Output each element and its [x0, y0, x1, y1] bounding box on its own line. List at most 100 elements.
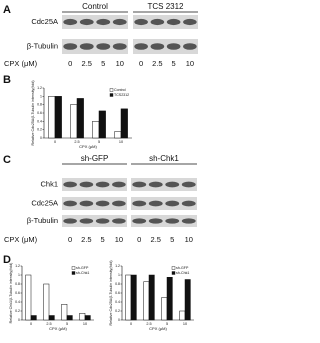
dose-value: 10: [116, 59, 124, 68]
dose-value: 2.5: [152, 59, 162, 68]
blot-band: [112, 43, 127, 50]
y-tick-label: 0.2: [37, 128, 42, 132]
y-axis-label: Relative Chk1/β-Tubulin intensity(fold): [9, 263, 13, 324]
dose-value: 5: [101, 59, 105, 68]
blot-band: [166, 18, 181, 26]
legend-swatch: [71, 266, 76, 270]
blot-band: [112, 18, 127, 26]
blot-band: [148, 218, 163, 224]
panel-label: A: [3, 4, 11, 16]
blot-band: [79, 43, 94, 50]
bar: [114, 131, 122, 139]
x-tick-label: 2.5: [74, 140, 79, 144]
panel-label: B: [3, 74, 11, 86]
y-tick-label: 1.2: [15, 264, 20, 268]
bar: [143, 281, 150, 321]
y-tick-label: 0.4: [37, 119, 42, 123]
blot-band: [63, 200, 77, 207]
bar: [61, 304, 68, 321]
blot-band: [112, 181, 126, 188]
group-header: Control: [82, 2, 108, 11]
blot-band: [181, 200, 196, 207]
blot-strip: [133, 39, 198, 54]
x-tick-label: 2.5: [146, 322, 151, 326]
bar: [66, 315, 73, 321]
blot-band: [148, 181, 163, 188]
bar: [179, 310, 186, 321]
row-label: Chk1: [40, 179, 58, 188]
blot-strip: [62, 15, 128, 29]
blot-strip: [131, 197, 197, 210]
blot-band: [63, 218, 77, 224]
bar: [161, 297, 168, 321]
dose-value: 5: [101, 235, 105, 244]
dose-value: 0: [68, 235, 72, 244]
bar: [30, 315, 37, 321]
x-tick-label: 10: [183, 322, 187, 326]
bar: [48, 96, 56, 139]
bar: [70, 104, 78, 139]
blot-band: [96, 18, 111, 26]
bar: [120, 108, 128, 139]
bar: [25, 274, 32, 321]
x-tick-label: 5: [98, 140, 100, 144]
blot-band: [112, 200, 126, 207]
bar: [166, 277, 173, 321]
blot-band: [63, 181, 77, 188]
group-header: TCS 2312: [147, 2, 184, 11]
blot-strip: [133, 15, 198, 29]
blot-strip: [131, 178, 197, 191]
bar: [79, 313, 86, 321]
blot-band: [79, 181, 94, 188]
bar: [76, 98, 84, 139]
y-tick-label: 1: [40, 94, 42, 98]
y-tick-label: 0.8: [15, 282, 20, 286]
blot-band: [148, 200, 163, 207]
dose-label: CPX (μM): [4, 235, 38, 244]
legend-swatch: [71, 271, 76, 275]
blot-band: [166, 43, 181, 50]
y-tick-label: 0.2: [15, 309, 20, 313]
legend-label: sh-GFP: [176, 266, 189, 270]
panel-label: D: [3, 254, 11, 266]
blot-band: [150, 18, 165, 26]
y-tick-label: 0.6: [115, 291, 120, 295]
blot-band: [95, 218, 110, 224]
dose-value: 10: [185, 235, 193, 244]
blot-strip: [62, 178, 127, 191]
legend-swatch: [109, 88, 114, 92]
dose-value: 10: [115, 235, 123, 244]
blot-band: [96, 43, 111, 50]
bar: [130, 274, 137, 321]
bar: [84, 315, 91, 321]
blot-band: [79, 218, 94, 224]
row-label: β-Tubulin: [27, 216, 58, 225]
y-tick-label: 0: [40, 136, 42, 140]
x-tick-label: 0: [54, 140, 56, 144]
y-tick-label: 0.8: [37, 103, 42, 107]
blot-band: [132, 200, 147, 207]
blot-band: [183, 43, 197, 50]
dose-value: 0: [137, 235, 141, 244]
dose-value: 2.5: [81, 235, 91, 244]
x-tick-label: 10: [119, 140, 123, 144]
x-axis-label: CPX (μM): [149, 326, 167, 331]
dose-value: 0: [139, 59, 143, 68]
bar: [184, 279, 191, 321]
blot-band: [132, 181, 147, 188]
y-tick-label: 0.6: [37, 111, 42, 115]
panel-label: C: [3, 154, 11, 166]
bar: [98, 110, 106, 139]
blot-band: [150, 43, 165, 50]
x-tick-label: 5: [66, 322, 68, 326]
bar: [48, 315, 55, 321]
legend-label: sh-Chk1: [76, 271, 89, 275]
x-axis-label: CPX (μM): [49, 326, 67, 331]
x-tick-label: 0: [130, 322, 132, 326]
blot-strip: [131, 215, 197, 227]
bar: [54, 96, 62, 139]
y-tick-label: 0.4: [15, 300, 20, 304]
bar: [92, 121, 100, 139]
row-label: Cdc25A: [31, 17, 58, 26]
row-label: β-Tubulin: [27, 41, 58, 50]
